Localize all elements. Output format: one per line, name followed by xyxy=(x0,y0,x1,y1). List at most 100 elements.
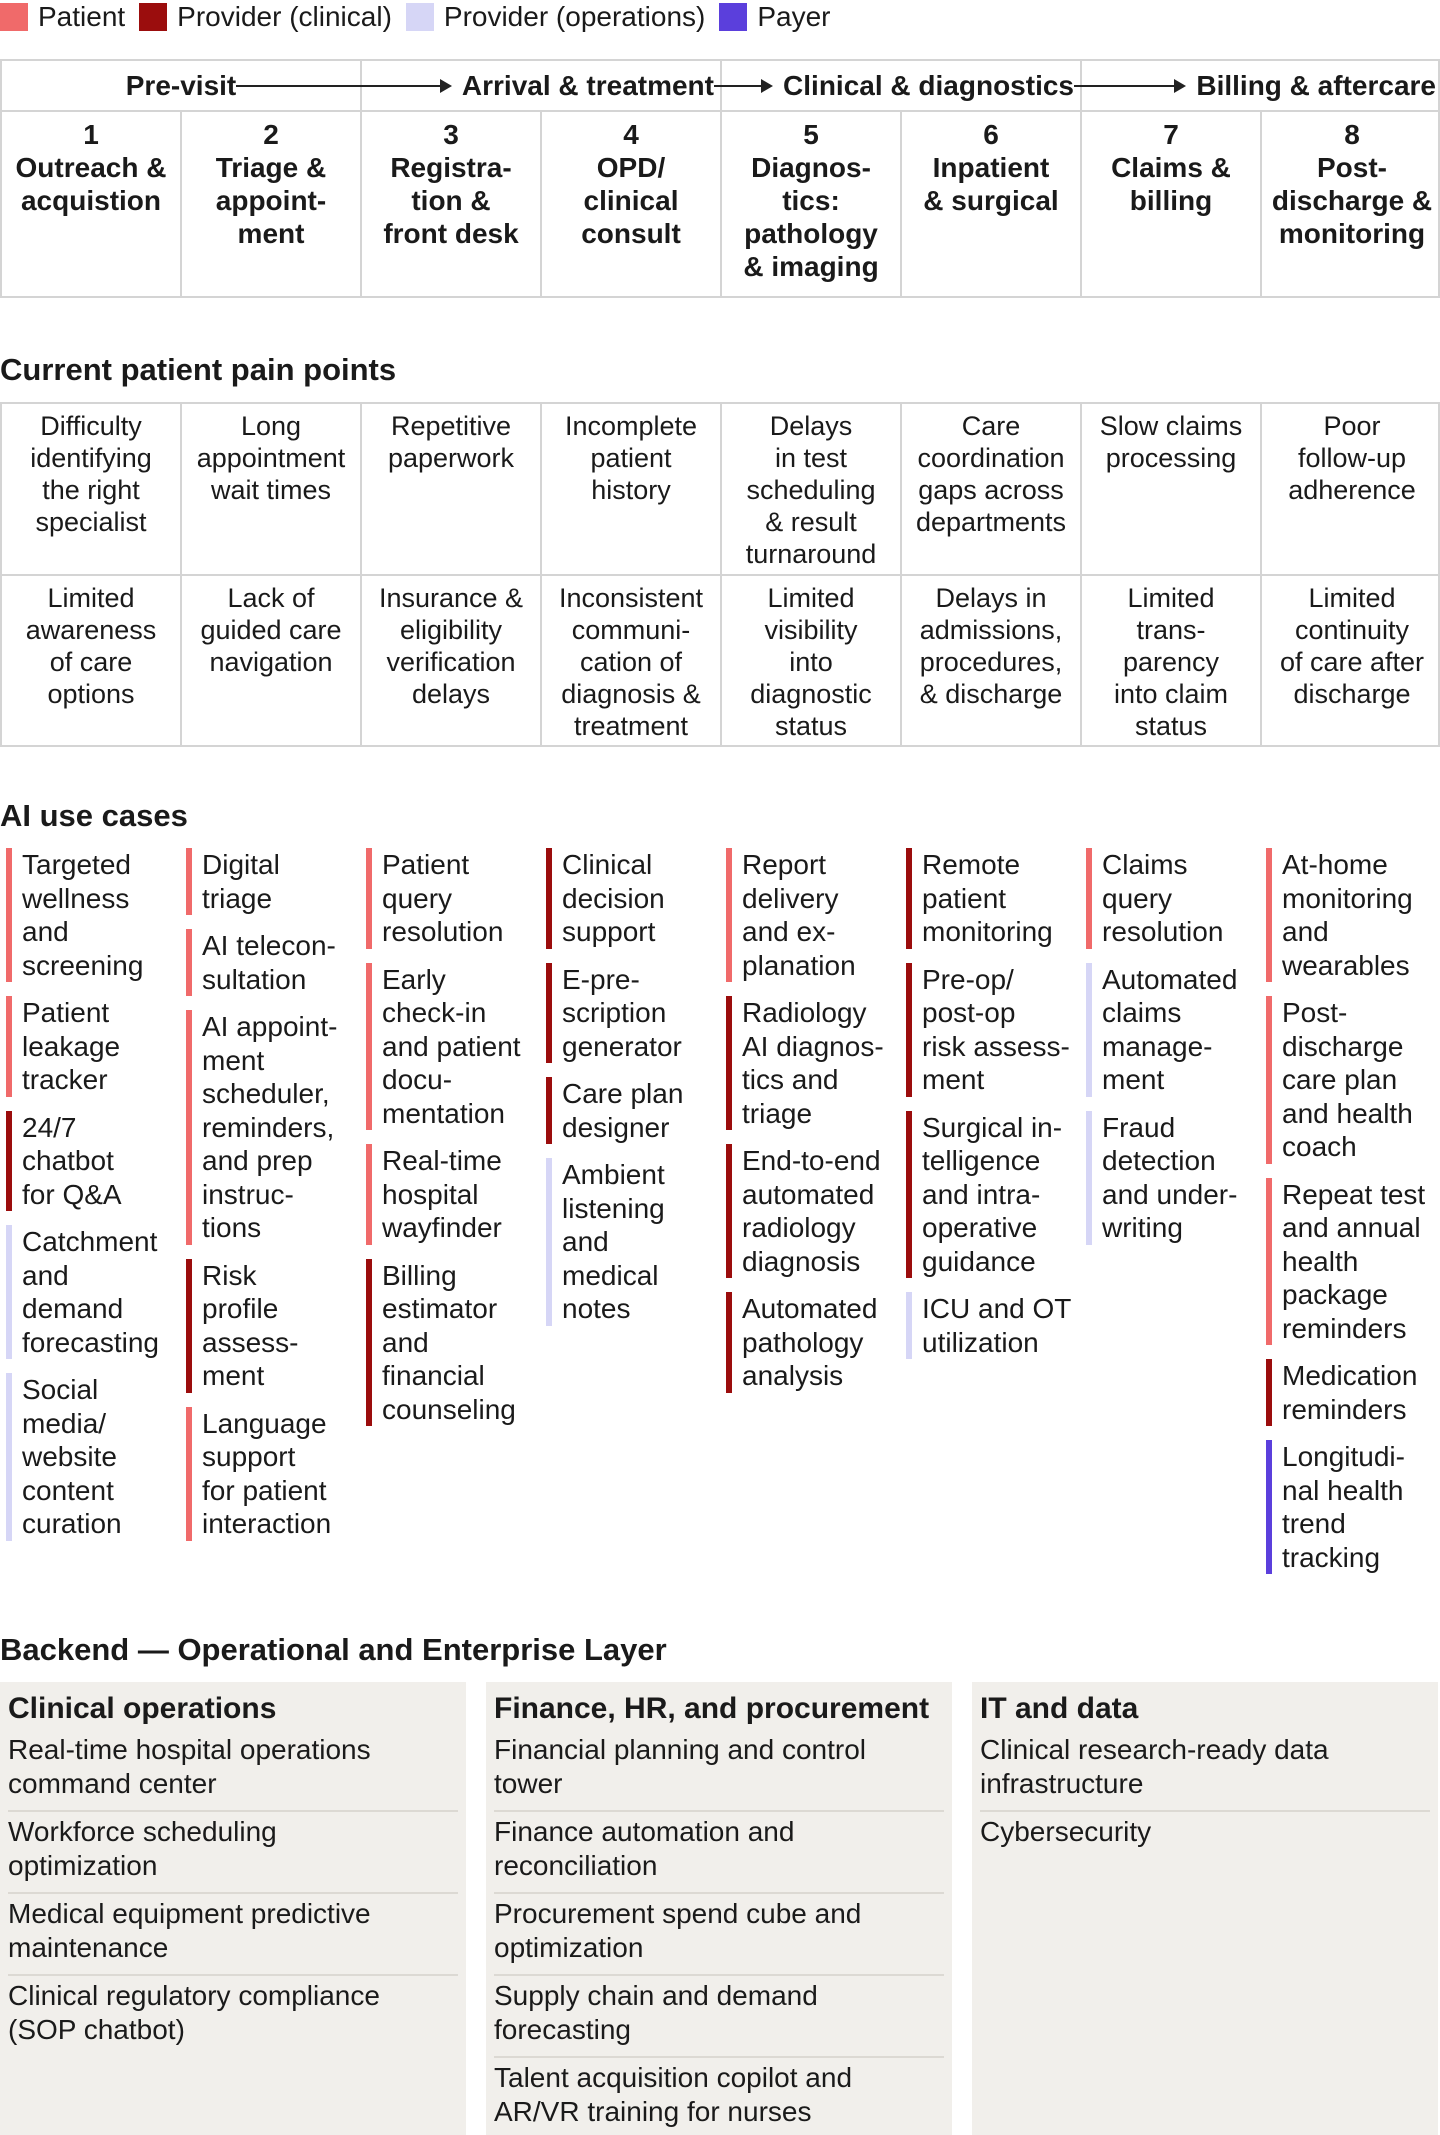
backend-item: Workforce scheduling optimization xyxy=(8,1812,458,1894)
phase-label: Clinical & diagnostics xyxy=(777,69,1074,102)
stage-7: 7 Claims & billing xyxy=(1082,110,1262,296)
use-case-patient: Patient leakage tracker xyxy=(6,996,176,1097)
pain-point: Limited awareness of care options xyxy=(2,576,182,745)
stage-number: 3 xyxy=(443,119,459,150)
stage-3: 3 Registra-tion & front desk xyxy=(362,110,542,296)
use-case-ops: Social media/website content curation xyxy=(6,1373,176,1541)
use-case-patient: AI appoint-ment scheduler, reminders, and p… xyxy=(186,1010,356,1245)
use-case-clinical: Care plan designer xyxy=(546,1077,716,1144)
ai-use-cases-grid: Targeted wellness and screening Patient leaka… xyxy=(0,848,1440,1588)
use-case-column-3: Patient query resolution Early check-in and p… xyxy=(360,848,540,1588)
backend-layer: Clinical operations Real-time hospital op… xyxy=(0,1682,1440,2135)
use-case-patient: Early check-in and patient docu-mentation xyxy=(366,962,536,1130)
use-case-clinical: Remote patient monitoring xyxy=(906,848,1076,949)
stage-2: 2 Triage & appoint-ment xyxy=(182,110,362,296)
use-case-ops: Automated claims manage-ment xyxy=(1086,962,1256,1097)
backend-title: Backend — Operational and Enterprise Lay… xyxy=(0,1632,667,1667)
use-case-column-4: Clinical decision support E-pre-scription ge… xyxy=(540,848,720,1588)
use-case-column-5: Report delivery and ex-planation Radiology A… xyxy=(720,848,900,1588)
use-case-patient: Language support for patient interaction xyxy=(186,1406,356,1541)
clinical-swatch xyxy=(139,3,168,31)
legend-item: Provider (clinical) xyxy=(139,1,392,33)
stage-label: OPD/clinical consult xyxy=(581,152,681,249)
use-case-clinical: 24/7 chatbot for Q&A xyxy=(6,1110,176,1211)
use-case-patient: Report delivery and ex-planation xyxy=(726,848,896,982)
use-case-clinical: Billing estimator and financial counseling xyxy=(366,1258,536,1426)
use-case-payer: Longitudi-nal health trend tracking xyxy=(1266,1440,1436,1574)
use-case-clinical: Automated pathology analysis xyxy=(726,1292,896,1393)
pain-point: Delays in admissions, procedures, & dischar… xyxy=(902,576,1082,745)
legend-item: Provider (operations) xyxy=(405,1,705,33)
stage-label: Registra-tion & front desk xyxy=(383,152,519,249)
pain-point: Inconsistent communi-cation of diagnosis &… xyxy=(542,576,722,745)
stage-number: 7 xyxy=(1163,119,1179,150)
use-case-ops: Fraud detection and under-writing xyxy=(1086,1110,1256,1245)
pain-row: Difficulty identifying the right specialist… xyxy=(2,404,1438,574)
stage-5: 5 Diagnos-tics: pathology & imaging xyxy=(722,110,902,296)
pain-point: Incomplete patient history xyxy=(542,404,722,574)
ai-use-cases-title: AI use cases xyxy=(0,798,188,833)
backend-item: Financial planning and control tower xyxy=(494,1730,944,1812)
stage-1: 1 Outreach & acquistion xyxy=(2,110,182,296)
use-case-patient: Post-discharge care plan and health coach xyxy=(1266,996,1436,1164)
backend-item: Supply chain and demand forecasting xyxy=(494,1976,944,2058)
pain-point: Limited visibility into diagnostic status xyxy=(722,576,902,745)
use-case-column-8: At-home monitoring and wearables Post-discha… xyxy=(1260,848,1440,1588)
pain-point: Repetitive paperwork xyxy=(362,404,542,574)
pain-point: Care coordination gaps across departments xyxy=(902,404,1082,574)
stage-number: 6 xyxy=(983,119,999,150)
use-case-ops: Catchment and demand forecasting xyxy=(6,1225,176,1359)
backend-item: Real-time hospital operations command cen… xyxy=(8,1730,458,1812)
legend-label: Provider (clinical) xyxy=(177,1,392,32)
backend-item: Medical equipment predictive maintenance xyxy=(8,1894,458,1976)
pain-points-grid: Difficulty identifying the right specialist… xyxy=(0,402,1440,747)
stage-number: 5 xyxy=(803,119,819,150)
pain-point: Insurance & eligibility verification delays xyxy=(362,576,542,745)
stage-8: 8 Post-discharge & monitoring xyxy=(1262,110,1440,296)
stage-label: Inpatient & surgical xyxy=(923,152,1059,216)
stage-label: Diagnos-tics: pathology & imaging xyxy=(743,152,879,282)
pain-point: Slow claims processing xyxy=(1082,404,1262,574)
use-case-patient: At-home monitoring and wearables xyxy=(1266,848,1436,982)
use-case-ops: Ambient listening and medical notes xyxy=(546,1158,716,1326)
use-case-column-6: Remote patient monitoring Pre-op/post-op ris… xyxy=(900,848,1080,1588)
pain-point: Long appointment wait times xyxy=(182,404,362,574)
phase-1: Pre-visit xyxy=(2,61,362,110)
use-case-column-1: Targeted wellness and screening Patient leaka… xyxy=(0,848,180,1588)
operations-swatch xyxy=(405,3,434,31)
pain-point: Lack of guided care navigation xyxy=(182,576,362,745)
phase-label: Pre-visit xyxy=(119,69,237,102)
phase-header: Pre-visit Arrival & treatment Clinical & d… xyxy=(0,59,1440,112)
legend: Patient Provider (clinical) Provider (oper… xyxy=(0,0,831,34)
stage-number: 4 xyxy=(623,119,639,150)
backend-column-2: Finance, HR, and procurement Financial pl… xyxy=(486,1682,952,2135)
backend-item: Clinical research-ready data infrastructu… xyxy=(980,1730,1430,1812)
phase-4: Billing & aftercare xyxy=(1066,61,1440,110)
use-case-clinical: Risk profile assess-ment xyxy=(186,1258,356,1393)
use-case-clinical: Medication reminders xyxy=(1266,1359,1436,1426)
use-case-patient: Repeat test and annual health package remind… xyxy=(1266,1177,1436,1345)
backend-item: Talent acquisition copilot and AR/VR trai… xyxy=(494,2062,853,2127)
use-case-clinical: Clinical decision support xyxy=(546,848,716,949)
use-case-ops: ICU and OT utilization xyxy=(906,1292,1076,1359)
pain-point: Poor follow-up adherence xyxy=(1288,411,1416,505)
stage-label: Claims & billing xyxy=(1111,152,1231,216)
pain-row: Limited awareness of care options Lack of gui… xyxy=(2,574,1438,745)
patient-swatch xyxy=(0,3,28,31)
stage-6: 6 Inpatient & surgical xyxy=(902,110,1082,296)
use-case-clinical: End-to-end automated radiology diagnosis xyxy=(726,1144,896,1278)
stage-grid: 1 Outreach & acquistion 2 Triage & appoint-me… xyxy=(0,110,1440,298)
stage-label: Post-discharge & monitoring xyxy=(1271,152,1433,249)
payer-swatch xyxy=(719,3,748,31)
pain-point: Delays in test scheduling & result turnaroun… xyxy=(722,404,902,574)
stage-4: 4 OPD/clinical consult xyxy=(542,110,722,296)
pain-point: Limited trans-parency into claim status xyxy=(1082,576,1262,745)
use-case-column-7: Claims query resolution Automated claims mana… xyxy=(1080,848,1260,1588)
use-case-patient: Real-time hospital wayfinder xyxy=(366,1144,536,1245)
phase-2: Arrival & treatment xyxy=(228,61,722,110)
legend-item: Patient xyxy=(0,1,125,33)
stage-number: 2 xyxy=(263,119,279,150)
backend-item: Procurement spend cube and optimization xyxy=(494,1894,944,1976)
use-case-patient: Patient query resolution xyxy=(366,848,536,949)
arrow-right-icon xyxy=(228,78,452,93)
